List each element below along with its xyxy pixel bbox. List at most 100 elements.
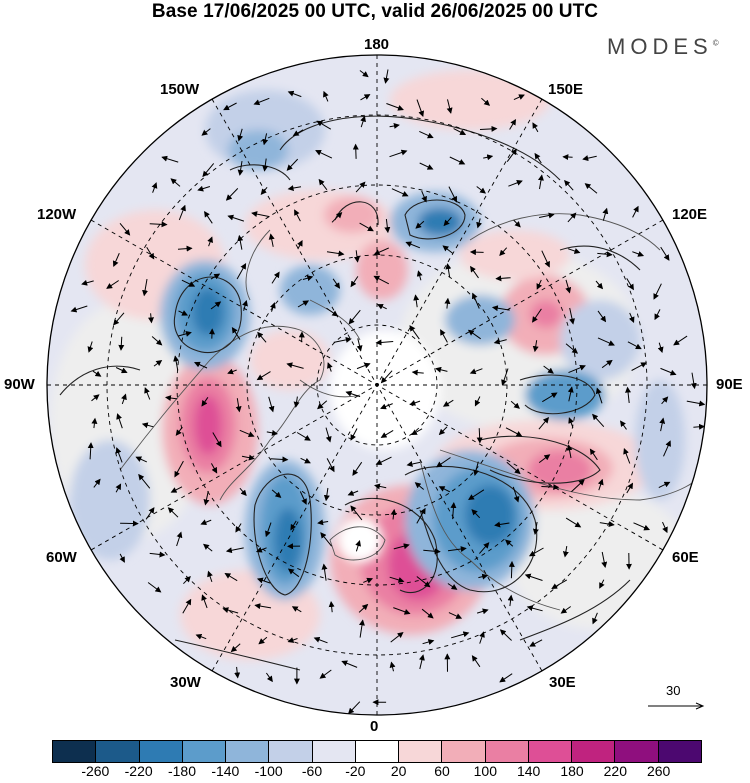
colorbar-tick-label: 100: [473, 763, 498, 779]
wind-vector: [118, 336, 125, 351]
wind-vector: [438, 426, 448, 436]
wind-vector: [317, 400, 328, 410]
lon-label-150w: 150W: [160, 81, 200, 98]
wind-vector: [202, 163, 215, 178]
wind-vector: [512, 486, 520, 503]
wind-vector: [316, 120, 332, 130]
wind-vector: [479, 125, 498, 132]
wind-vector: [200, 519, 212, 526]
wind-vector: [350, 505, 363, 521]
wind-vector: [450, 502, 457, 520]
wind-vector: [567, 386, 574, 402]
wind-vector: [262, 133, 269, 146]
wind-vector: [660, 367, 677, 376]
lon-label-120e: 120E: [672, 206, 708, 223]
wind-vector: [491, 305, 510, 312]
wind-vector: [268, 396, 275, 413]
wind-vector: [193, 361, 208, 369]
wind-vector: [178, 330, 192, 337]
wind-vector: [239, 429, 255, 438]
wind-vector: [348, 309, 361, 325]
wind-vector: [446, 99, 453, 114]
wind-vector: [448, 612, 463, 619]
wind-vector: [255, 546, 267, 553]
wind-vector: [389, 149, 408, 158]
wind-vector: [287, 568, 300, 578]
wind-vector: [161, 155, 179, 163]
wind-vector: [148, 313, 154, 324]
wind-vector: [599, 521, 615, 528]
wind-vector: [468, 489, 485, 501]
graticule: [47, 55, 707, 715]
wind-vector: [207, 570, 213, 583]
wind-vector: [536, 279, 543, 290]
wind-vector: [290, 520, 297, 531]
wind-vector: [222, 607, 239, 614]
wind-vector: [625, 386, 632, 404]
wind-vector: [374, 483, 387, 490]
wind-vector: [138, 473, 151, 489]
wind-vector: [405, 241, 421, 249]
wind-vector: [182, 598, 192, 614]
wind-vector: [393, 607, 411, 615]
wind-vector: [326, 458, 335, 473]
wind-vector: [532, 308, 542, 323]
wind-vector: [121, 393, 127, 405]
wind-vector: [542, 392, 558, 403]
wind-vector: [178, 310, 188, 316]
wind-vector: [499, 247, 508, 257]
wind-vector: [524, 573, 543, 581]
wind-vector: [265, 672, 273, 683]
lon-label-180: 180: [364, 36, 390, 53]
wind-vector: [341, 660, 358, 668]
wind-vector: [297, 240, 303, 250]
wind-vector: [286, 362, 304, 369]
wind-vector: [201, 594, 208, 609]
colorbar-segment: [53, 741, 96, 762]
wind-vector: [242, 299, 248, 311]
wind-vector: [145, 507, 155, 520]
wind-vector: [355, 181, 366, 193]
wind-vector: [409, 400, 421, 406]
wind-vectors: [70, 69, 706, 715]
wind-vector: [115, 447, 123, 463]
colorbar-segment: [181, 741, 226, 762]
wind-vector: [411, 369, 424, 376]
wind-vector: [313, 636, 328, 644]
wind-vector: [112, 253, 120, 268]
wind-vector: [508, 560, 515, 579]
wind-vector: [602, 207, 609, 221]
wind-vector: [422, 639, 435, 645]
wind-vector: [380, 429, 394, 438]
wind-vector: [174, 460, 184, 478]
wind-vector: [508, 179, 523, 187]
wind-vector: [538, 174, 544, 190]
wind-vector: [352, 461, 363, 476]
wind-vector: [87, 442, 94, 460]
wind-vector: [389, 661, 396, 672]
wind-vector: [197, 185, 211, 192]
wind-vector: [326, 307, 339, 317]
wind-vector: [241, 454, 255, 461]
wind-vector: [654, 309, 661, 321]
wind-vector: [483, 154, 494, 161]
lon-label-30e: 30E: [549, 674, 576, 691]
wind-vector: [453, 128, 467, 135]
wind-vector: [443, 216, 452, 227]
wind-vector: [254, 603, 272, 610]
wind-vector: [469, 368, 483, 375]
wind-vector: [257, 331, 267, 343]
wind-vector: [632, 205, 639, 218]
wind-vector: [440, 329, 448, 343]
colorbar-tick-label: -180: [167, 763, 197, 779]
lon-label-60w: 60W: [46, 549, 77, 566]
wind-vector: [256, 371, 271, 381]
wind-vector: [235, 398, 242, 413]
wind-vector: [658, 481, 671, 489]
wind-vector: [506, 148, 517, 162]
wind-vector: [142, 279, 149, 297]
reference-vector-label: 30: [666, 683, 681, 698]
wind-vector: [506, 461, 521, 475]
wind-vector: [302, 275, 314, 282]
colorbar-segment: [398, 741, 442, 762]
